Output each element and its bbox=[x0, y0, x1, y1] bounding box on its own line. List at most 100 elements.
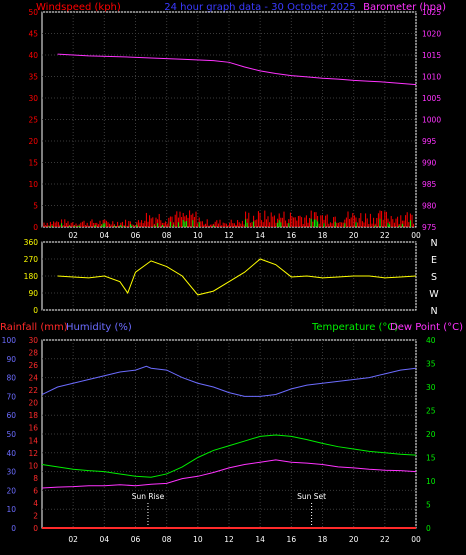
series-line-temperature bbox=[41, 434, 417, 478]
panel-wind-grid bbox=[42, 11, 417, 228]
x-tick-label: 16 bbox=[287, 231, 297, 240]
rainfall-tick-label: 4 bbox=[33, 499, 38, 508]
windspeed-tick-label: 45 bbox=[28, 30, 38, 39]
x-tick-label: 06 bbox=[131, 535, 141, 544]
windspeed-tick-label: 25 bbox=[28, 116, 38, 125]
rainfall-tick-label: 12 bbox=[28, 449, 38, 458]
barometer-tick-label: 1015 bbox=[422, 51, 441, 60]
x-tick-label: 08 bbox=[162, 231, 172, 240]
windspeed-tick-label: 5 bbox=[33, 202, 38, 211]
humidity-tick-label: 80 bbox=[6, 374, 16, 383]
sun-annotations: Sun Rise Sun Set bbox=[132, 492, 326, 528]
temperature-tick-label: 0 bbox=[426, 524, 431, 533]
panel-temp-grid bbox=[42, 339, 417, 529]
windspeed-tick-label: 15 bbox=[28, 159, 38, 168]
temperature-axis-title: Temperature (°C) bbox=[311, 322, 398, 333]
rainfall-tick-label: 6 bbox=[33, 486, 38, 495]
rainfall-tick-label: 10 bbox=[28, 461, 38, 470]
humidity-ticks: 0 10 20 30 40 50 60 70 80 90 100 bbox=[2, 336, 17, 533]
direction-tick-label: 180 bbox=[24, 272, 39, 281]
compass-tick-label: N bbox=[430, 238, 437, 249]
barometer-tick-label: 975 bbox=[422, 223, 437, 232]
rainfall-tick-label: 14 bbox=[28, 436, 38, 445]
barometer-tick-label: 1000 bbox=[422, 116, 441, 125]
rainfall-tick-label: 22 bbox=[28, 386, 38, 395]
humidity-tick-label: 50 bbox=[6, 430, 16, 439]
humidity-tick-label: 20 bbox=[6, 486, 16, 495]
series-line-direction bbox=[57, 258, 417, 296]
barometer-tick-label: 1025 bbox=[422, 8, 441, 17]
barometer-tick-label: 1020 bbox=[422, 30, 441, 39]
windspeed-tick-label: 35 bbox=[28, 73, 38, 82]
compass-tick-label: E bbox=[431, 255, 437, 266]
windspeed-tick-label: 50 bbox=[28, 8, 38, 17]
x-tick-label: 20 bbox=[349, 231, 359, 240]
direction-degree-ticks: 0 90 180 270 360 bbox=[24, 238, 39, 315]
humidity-tick-label: 60 bbox=[6, 411, 16, 420]
windspeed-bars bbox=[43, 210, 415, 227]
annotation-label: Sun Set bbox=[297, 492, 326, 501]
temperature-tick-label: 20 bbox=[426, 430, 436, 439]
x-tick-label: 20 bbox=[349, 535, 359, 544]
windspeed-tick-label: 30 bbox=[28, 94, 38, 103]
compass-tick-label: S bbox=[431, 272, 437, 283]
temperature-tick-label: 10 bbox=[426, 477, 436, 486]
humidity-tick-label: 30 bbox=[6, 468, 16, 477]
windspeed-tick-label: 0 bbox=[33, 223, 38, 232]
rainfall-tick-label: 30 bbox=[28, 336, 38, 345]
humidity-tick-label: 10 bbox=[6, 505, 16, 514]
x-tick-label: 00 bbox=[411, 535, 421, 544]
chart-title: 24 hour graph data - 30 October 2025 bbox=[164, 2, 355, 13]
direction-tick-label: 90 bbox=[28, 289, 38, 298]
rainfall-tick-label: 2 bbox=[33, 511, 38, 520]
barometer-tick-label: 1005 bbox=[422, 94, 441, 103]
x-tick-label: 06 bbox=[131, 231, 141, 240]
rainfall-axis-title: Rainfall (mm) bbox=[0, 322, 68, 333]
x-tick-label: 14 bbox=[255, 535, 265, 544]
series-line-humidity bbox=[41, 365, 417, 397]
compass-tick-label: N bbox=[430, 306, 437, 317]
x-tick-label: 14 bbox=[255, 231, 265, 240]
x-tick-label: 16 bbox=[287, 535, 297, 544]
temperature-tick-label: 30 bbox=[426, 383, 436, 392]
x-tick-label: 04 bbox=[100, 535, 110, 544]
dewpoint-axis-title: Dew Point (°C) bbox=[390, 322, 463, 333]
barometer-ticks: 975 980 985 990 995 1000 1005 1010 1015 1020 1025 bbox=[422, 8, 441, 232]
x-tick-label: 02 bbox=[68, 535, 78, 544]
direction-tick-label: 0 bbox=[33, 306, 38, 315]
x-tick-label: 00 bbox=[411, 231, 421, 240]
temperature-tick-label: 40 bbox=[426, 336, 436, 345]
humidity-tick-label: 90 bbox=[6, 355, 16, 364]
x-axis-ticks-panel-1: 02 04 06 08 10 12 14 16 18 20 22 00 bbox=[68, 231, 421, 240]
windspeed-tick-label: 20 bbox=[28, 137, 38, 146]
x-axis-ticks-panel-3: 02 04 06 08 10 12 14 16 18 20 22 00 bbox=[68, 535, 421, 544]
direction-tick-label: 360 bbox=[24, 238, 39, 247]
windspeed-tick-label: 10 bbox=[28, 180, 38, 189]
humidity-tick-label: 40 bbox=[6, 449, 16, 458]
barometer-tick-label: 995 bbox=[422, 137, 437, 146]
series-line-barometer bbox=[57, 53, 417, 86]
temperature-ticks: 0 5 10 15 20 25 30 35 40 bbox=[426, 336, 436, 533]
windspeed-axis-title: Windspeed (kph) bbox=[36, 2, 121, 13]
rainfall-tick-label: 8 bbox=[33, 474, 38, 483]
humidity-tick-label: 70 bbox=[6, 392, 16, 401]
x-tick-label: 10 bbox=[193, 231, 203, 240]
x-tick-label: 10 bbox=[193, 535, 203, 544]
direction-tick-label: 270 bbox=[24, 255, 39, 264]
x-tick-label: 12 bbox=[224, 535, 234, 544]
temperature-tick-label: 35 bbox=[426, 360, 436, 369]
barometer-axis-title: Barometer (hpa) bbox=[363, 2, 446, 13]
compass-tick-label: W bbox=[429, 289, 439, 300]
barometer-tick-label: 980 bbox=[422, 202, 437, 211]
rainfall-tick-label: 0 bbox=[33, 524, 38, 533]
x-tick-label: 08 bbox=[162, 535, 172, 544]
x-tick-label: 18 bbox=[318, 535, 328, 544]
rainfall-tick-label: 26 bbox=[28, 361, 38, 370]
x-tick-label: 22 bbox=[380, 231, 390, 240]
